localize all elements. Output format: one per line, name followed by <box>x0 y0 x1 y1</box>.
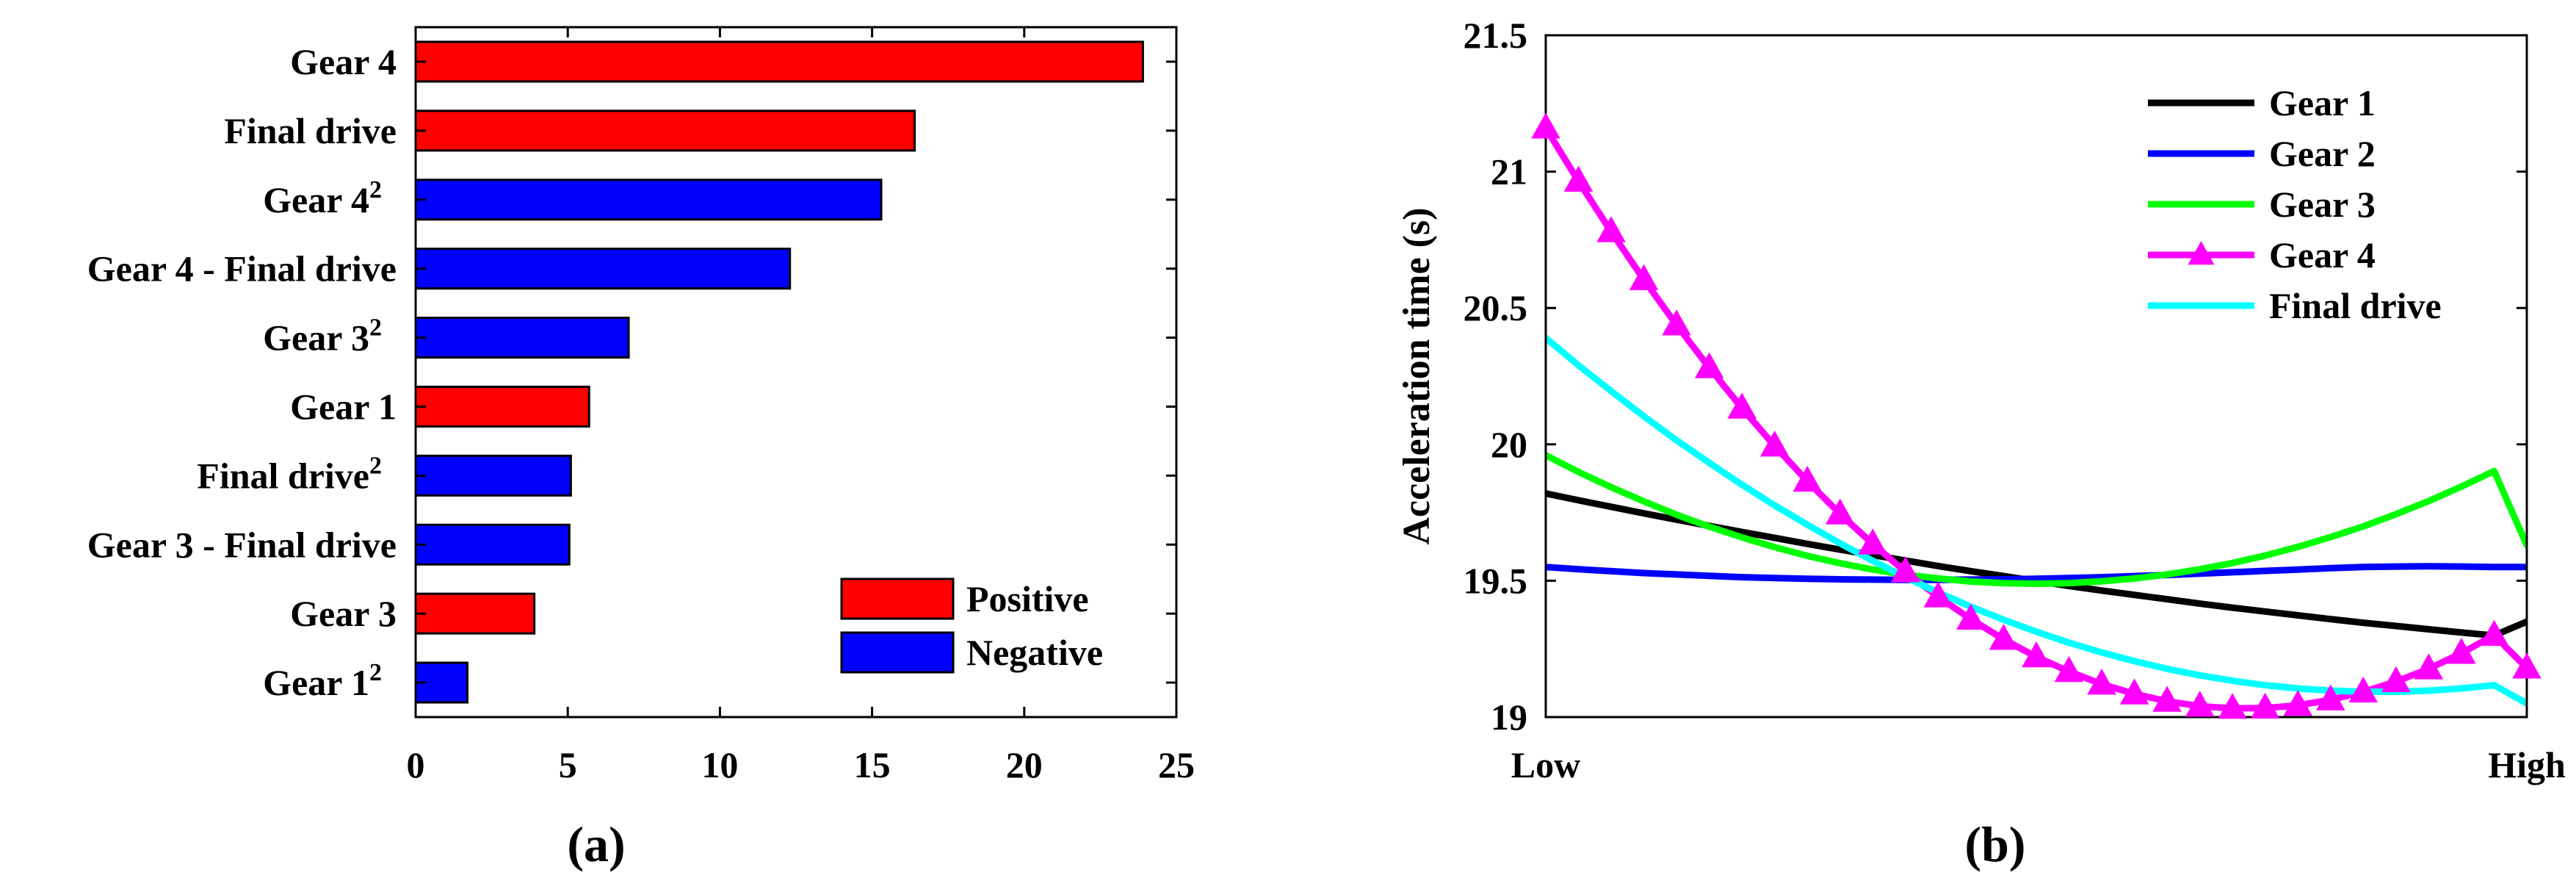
series-line <box>1546 563 2527 583</box>
data-point-marker <box>2316 684 2345 710</box>
data-point-marker <box>1694 352 1724 378</box>
x-tick-label: 0 <box>407 744 425 785</box>
bar-chart-panel: Gear 4 Final drive Gear 42 Gear 4 - Final d… <box>87 26 1195 872</box>
data-point-marker <box>2479 619 2509 646</box>
bar <box>414 592 536 635</box>
data-point-marker <box>2185 691 2215 717</box>
legend-label: Gear 1 <box>2269 82 2376 123</box>
line-series <box>1546 124 2527 712</box>
bar <box>414 385 590 428</box>
x-axis-ticks: Low High <box>1511 744 2566 785</box>
bar <box>414 179 883 221</box>
y-tick-label: 19.5 <box>1464 560 1528 601</box>
plot-frame <box>1544 34 2528 719</box>
y-tick-label: 20 <box>1491 424 1527 465</box>
data-point-marker <box>1956 603 1986 630</box>
bar <box>414 317 630 359</box>
data-point-marker <box>2512 652 2541 679</box>
category-label: Gear 4 <box>290 41 397 82</box>
data-point-marker <box>2022 641 2051 668</box>
panel-label-b: (b) <box>1964 816 2025 872</box>
y-axis-label: Acceleration time (s) <box>1396 207 1438 544</box>
data-point-marker <box>2447 638 2476 664</box>
x-tick-label: 10 <box>701 744 738 785</box>
plot-frame <box>414 26 1178 719</box>
data-point-marker <box>1891 556 1920 583</box>
data-point-marker <box>1989 624 2019 650</box>
category-label: Gear 3 - Final drive <box>87 524 397 565</box>
legend-label-negative: Negative <box>966 632 1103 673</box>
panel-label-a: (a) <box>567 816 625 872</box>
data-point-marker <box>2381 666 2411 693</box>
legend-label: Final drive <box>2269 285 2442 326</box>
bar <box>414 40 1144 83</box>
category-label: Gear 42 <box>263 176 382 220</box>
data-point-marker <box>2218 693 2247 719</box>
data-point-marker <box>1792 465 1823 492</box>
legend-label: Gear 2 <box>2269 133 2376 174</box>
data-point-marker <box>1531 112 1560 139</box>
data-point-marker <box>2152 685 2182 712</box>
category-label: Final drive2 <box>197 452 382 496</box>
category-labels: Gear 4 Final drive Gear 42 Gear 4 - Final d… <box>87 41 1176 703</box>
category-label: Gear 3 <box>290 593 397 634</box>
x-axis-ticks: 0 5 10 15 20 25 <box>407 27 1195 785</box>
x-tick-label: 25 <box>1158 744 1195 785</box>
y-tick-label: 21 <box>1491 151 1527 192</box>
legend: Positive Negative <box>840 577 1103 674</box>
y-tick-label: 20.5 <box>1464 287 1528 328</box>
data-point-marker <box>2414 653 2444 680</box>
data-point-marker <box>1826 498 1855 525</box>
data-point-marker <box>1629 264 1659 290</box>
data-point-marker <box>1596 216 1626 242</box>
y-axis-ticks: 19 19.5 20 20.5 21 21.5 <box>1464 15 2527 738</box>
data-point-marker <box>1759 430 1790 457</box>
data-point-marker <box>2087 669 2116 695</box>
bar <box>414 248 792 290</box>
category-label: Gear 4 - Final drive <box>87 248 397 289</box>
data-point-marker <box>2119 678 2149 705</box>
y-tick-label: 19 <box>1491 697 1527 738</box>
category-label: Final drive <box>224 110 397 151</box>
bar-series <box>414 40 1144 704</box>
data-point-marker <box>2348 676 2378 703</box>
y-tick-label: 21.5 <box>1464 15 1528 56</box>
x-tick-label: 5 <box>559 744 577 785</box>
category-label: Gear 32 <box>263 314 382 359</box>
bar <box>414 109 916 152</box>
bar <box>414 454 572 497</box>
legend-swatch-positive <box>840 577 955 620</box>
data-point-marker <box>2250 692 2280 719</box>
legend-label-positive: Positive <box>966 578 1089 619</box>
data-point-marker <box>1858 528 1888 555</box>
series-line <box>1546 452 2527 587</box>
legend: Gear 1 Gear 2 Gear 3 Gear 4 Final drive <box>2148 82 2442 326</box>
line-chart-panel: 19 19.5 20 20.5 21 21.5 Low High Acceleration … <box>1396 15 2566 872</box>
x-tick-label: High <box>2488 744 2566 785</box>
x-tick-label: 15 <box>854 744 891 785</box>
category-label: Gear 1 <box>290 386 397 427</box>
data-point-marker <box>1923 581 1953 608</box>
legend-swatch-negative <box>840 631 955 674</box>
legend-marker <box>2188 241 2215 265</box>
data-point-marker <box>1727 392 1756 419</box>
x-tick-label: 20 <box>1006 744 1043 785</box>
data-point-marker <box>2054 655 2084 683</box>
x-tick-label: Low <box>1511 744 1580 785</box>
bar <box>414 523 571 566</box>
data-point-marker <box>1563 165 1593 192</box>
data-point-marker <box>1662 309 1691 336</box>
legend-label: Gear 3 <box>2269 184 2376 225</box>
series-markers <box>1531 112 2541 719</box>
legend-label: Gear 4 <box>2269 234 2376 276</box>
data-point-marker <box>2283 689 2313 716</box>
category-label: Gear 12 <box>263 659 382 703</box>
